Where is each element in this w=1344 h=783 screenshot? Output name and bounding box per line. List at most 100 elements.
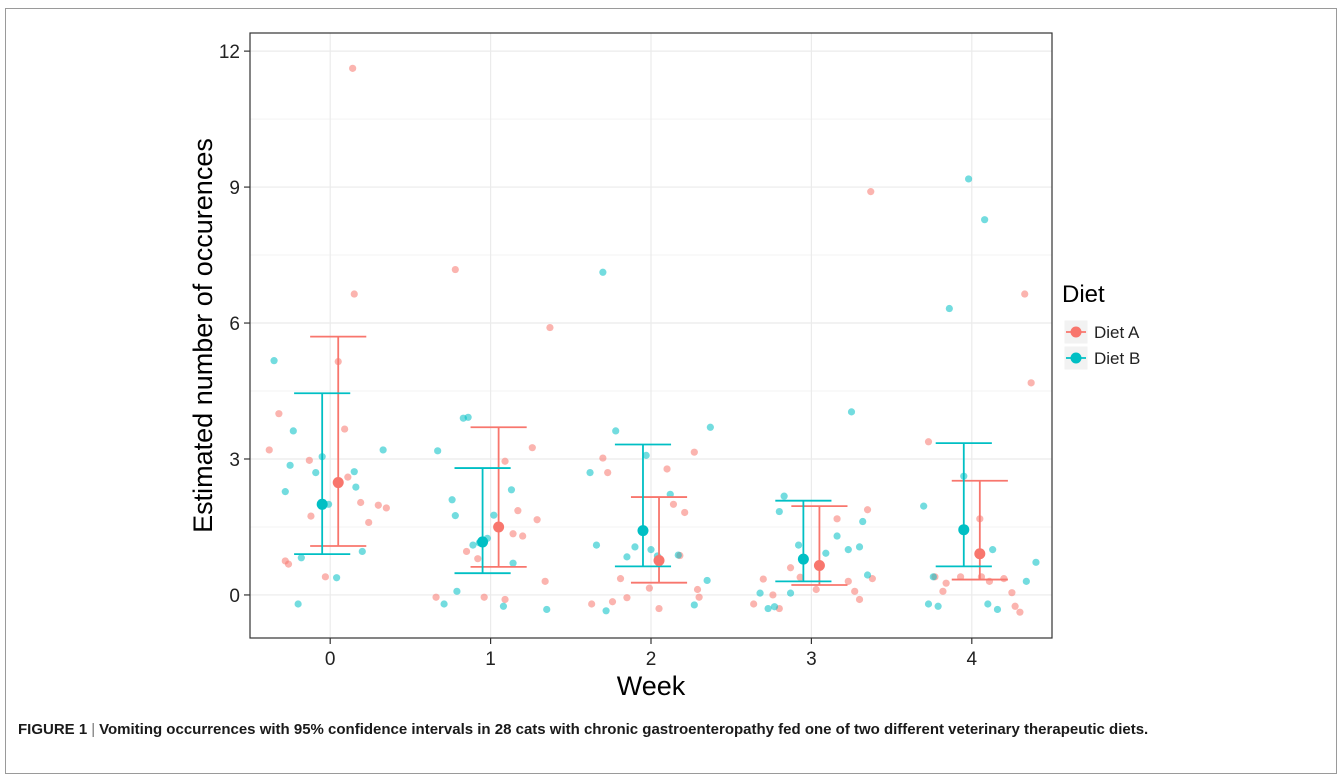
data-point [451, 265, 459, 274]
data-point [942, 579, 950, 587]
data-point [509, 559, 517, 567]
data-point [480, 593, 488, 601]
data-point [764, 604, 772, 613]
data-point [623, 594, 631, 602]
caption-text: Vomiting occurrences with 95% confidence… [99, 721, 1149, 738]
data-point [695, 593, 703, 601]
data-point [312, 468, 320, 477]
mean-marker [797, 553, 809, 565]
data-point [448, 496, 456, 504]
data-point [812, 585, 820, 594]
y-tick-label: 9 [229, 178, 240, 199]
data-point [599, 454, 607, 462]
data-point [924, 438, 933, 446]
data-point [690, 601, 698, 609]
data-point [750, 600, 758, 608]
data-point [490, 511, 498, 519]
data-point [647, 546, 655, 554]
data-point [281, 488, 289, 496]
data-point [270, 357, 278, 365]
data-point [956, 573, 965, 581]
data-point [844, 546, 852, 554]
data-point [833, 532, 841, 540]
data-point [655, 604, 663, 613]
data-point [924, 600, 933, 608]
data-point [796, 573, 804, 581]
data-point [432, 593, 440, 601]
data-point [984, 600, 992, 608]
grid-lines [250, 33, 1052, 638]
data-point [780, 492, 788, 500]
data-point [1032, 558, 1040, 566]
mean-marker [316, 498, 328, 510]
data-point [341, 425, 349, 433]
legend-key-marker [1070, 352, 1082, 364]
mean-marker [332, 477, 344, 489]
data-point [1008, 589, 1016, 597]
data-point [543, 605, 551, 614]
data-point [501, 595, 509, 604]
data-point [1011, 602, 1019, 610]
data-point [663, 465, 671, 473]
data-points [265, 64, 1040, 616]
data-point [349, 64, 357, 72]
data-point [586, 468, 594, 477]
data-point [294, 600, 302, 608]
y-tick-label: 0 [229, 586, 240, 607]
data-point [297, 554, 305, 562]
y-tick-label: 12 [219, 42, 240, 63]
data-point [602, 607, 610, 615]
data-point [592, 541, 601, 549]
data-point [265, 446, 273, 454]
y-axis-title: Estimated number of occurences [188, 138, 218, 533]
y-tick-label: 3 [229, 450, 240, 471]
data-point [321, 573, 329, 581]
x-tick-label: 4 [967, 649, 978, 670]
mean-markers [316, 477, 986, 571]
data-point [1027, 379, 1035, 387]
mean-marker [813, 559, 825, 571]
data-point [499, 602, 508, 610]
mean-marker [637, 525, 649, 537]
data-point [756, 589, 764, 597]
data-point [674, 551, 682, 559]
x-axis-title: Week [617, 671, 686, 701]
data-point [275, 410, 283, 418]
mean-marker [958, 524, 970, 536]
data-point [681, 508, 689, 517]
data-point [616, 575, 625, 583]
figure-caption: FIGURE 1 | Vomiting occurrences with 95% c… [18, 718, 1318, 742]
data-point [786, 589, 795, 597]
data-point [822, 549, 830, 557]
data-point [514, 507, 522, 515]
y-tick-label: 6 [229, 314, 240, 335]
data-point [612, 427, 620, 435]
confidence-intervals [294, 335, 1008, 586]
data-point [847, 408, 856, 416]
data-point [588, 600, 596, 608]
data-point [453, 587, 461, 595]
data-point [379, 446, 387, 454]
data-point [769, 591, 777, 599]
x-tick-label: 0 [325, 649, 336, 670]
data-point [365, 518, 373, 527]
data-point [706, 423, 714, 431]
data-point [669, 500, 678, 508]
data-point [440, 600, 448, 608]
data-point [464, 413, 472, 421]
data-point [623, 553, 631, 561]
data-point [786, 564, 795, 572]
data-point [690, 448, 698, 456]
data-point [939, 587, 947, 595]
data-point [775, 507, 783, 516]
x-tick-label: 1 [485, 649, 496, 670]
data-point [286, 461, 294, 469]
data-point [350, 290, 358, 298]
legend: Diet Diet A Diet B [1062, 281, 1140, 371]
data-point [929, 573, 937, 581]
data-point [920, 502, 928, 510]
data-point [382, 504, 390, 512]
data-point [469, 541, 477, 549]
data-point [462, 547, 471, 556]
